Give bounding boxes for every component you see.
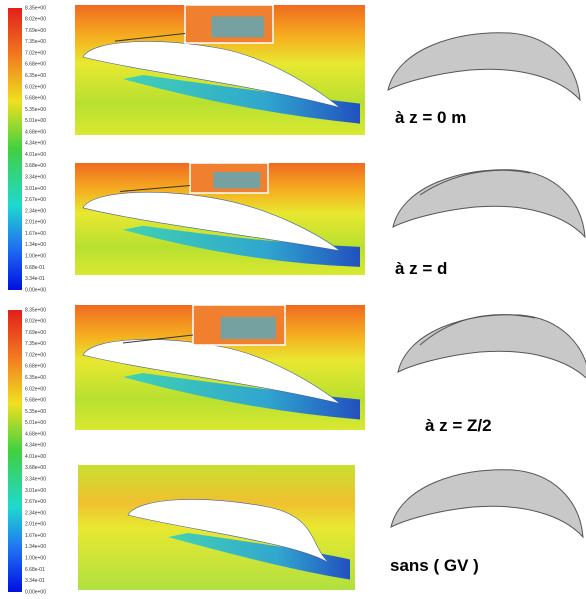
colorbar-label: 3.34e+00 — [25, 477, 46, 483]
wake — [168, 533, 350, 580]
contour-panel — [75, 162, 365, 275]
inset-detail — [213, 172, 261, 189]
airfoil-shape — [397, 314, 586, 379]
vane — [419, 169, 531, 196]
inset-detail — [220, 317, 276, 339]
airfoil-3d — [392, 169, 586, 239]
contour-panel — [78, 465, 355, 590]
airfoil-3d — [397, 314, 586, 379]
airfoil-3d — [387, 32, 581, 102]
guide-vane — [119, 185, 191, 192]
colorbar-label: 3.01e+00 — [25, 186, 46, 192]
case-label: sans ( GV ) — [390, 556, 479, 575]
colorbar-label: 2.67e+00 — [25, 499, 46, 505]
colorbar-label: 6.68e-01 — [25, 265, 45, 271]
colorbar-label: 7.35e+00 — [25, 39, 46, 45]
colorbar-label: 6.35e+00 — [25, 73, 46, 79]
airfoil-shape — [387, 32, 581, 102]
colorbar-label: 6.68e+00 — [25, 364, 46, 370]
colorbar-label: 2.34e+00 — [25, 510, 46, 516]
guide-vane — [122, 334, 194, 344]
colorbar — [8, 8, 22, 290]
colorbar-label: 4.01e+00 — [25, 454, 46, 460]
colorbar-label: 7.35e+00 — [25, 341, 46, 347]
colorbar-label: 1.00e+00 — [25, 555, 46, 561]
colorbar-label: 5.68e+00 — [25, 96, 46, 102]
colorbar-label: 0.00e+00 — [25, 287, 46, 293]
colorbar-label: 4.01e+00 — [25, 152, 46, 158]
case-label: à z = d — [395, 259, 447, 278]
colorbar — [8, 310, 22, 592]
airfoil-shape — [390, 469, 584, 539]
colorbar-label: 3.34e-01 — [25, 578, 45, 584]
colorbar-label: 7.02e+00 — [25, 352, 46, 358]
colorbar-label: 4.68e+00 — [25, 431, 46, 437]
colorbar-label: 7.69e+00 — [25, 28, 46, 34]
inset-detail — [211, 16, 265, 38]
colorbar-label: 1.00e+00 — [25, 253, 46, 259]
case-label: à z = Z/2 — [425, 416, 492, 435]
wake — [123, 75, 360, 124]
colorbar-label: 6.35e+00 — [25, 375, 46, 381]
colorbar-label: 3.01e+00 — [25, 488, 46, 494]
airfoil-section — [82, 339, 341, 404]
airfoil-section — [82, 191, 341, 252]
colorbar-label: 4.68e+00 — [25, 129, 46, 135]
colorbar-label: 2.67e+00 — [25, 197, 46, 203]
colorbar-label: 7.69e+00 — [25, 330, 46, 336]
airfoil-shape — [392, 169, 586, 239]
colorbar-label: 2.01e+00 — [25, 220, 46, 226]
airfoil-section — [82, 41, 341, 108]
colorbar-label: 1.34e+00 — [25, 544, 46, 550]
colorbar-label: 3.68e+00 — [25, 465, 46, 471]
contour-panel — [75, 4, 365, 135]
vane — [419, 314, 536, 346]
colorbar-label: 4.34e+00 — [25, 141, 46, 147]
guide-vane — [114, 33, 186, 42]
colorbar-label: 5.35e+00 — [25, 107, 46, 113]
colorbar-label: 5.35e+00 — [25, 409, 46, 415]
colorbar-label: 0.00e+00 — [25, 589, 46, 595]
colorbar-label: 7.02e+00 — [25, 50, 46, 56]
colorbar-label: 6.02e+00 — [25, 386, 46, 392]
wake — [123, 225, 360, 267]
colorbar-label: 8.35e+00 — [25, 307, 46, 313]
case-label: à z = 0 m — [395, 108, 466, 127]
colorbar-label: 2.34e+00 — [25, 208, 46, 214]
contour-panel — [75, 304, 365, 430]
colorbar-label: 1.67e+00 — [25, 231, 46, 237]
colorbar-label: 8.02e+00 — [25, 17, 46, 23]
colorbar-label: 6.68e-01 — [25, 567, 45, 573]
colorbar-label: 1.67e+00 — [25, 533, 46, 539]
colorbar-label: 5.01e+00 — [25, 118, 46, 124]
airfoil-3d — [390, 469, 584, 539]
colorbar-label: 4.34e+00 — [25, 443, 46, 449]
colorbar-label: 3.68e+00 — [25, 163, 46, 169]
colorbar-label: 6.02e+00 — [25, 84, 46, 90]
colorbar-label: 2.01e+00 — [25, 522, 46, 528]
colorbar-label: 5.68e+00 — [25, 398, 46, 404]
colorbar-label: 3.34e+00 — [25, 175, 46, 181]
wake — [123, 373, 360, 420]
colorbar-label: 3.34e-01 — [25, 276, 45, 282]
airfoil-section — [127, 499, 331, 564]
colorbar-label: 8.35e+00 — [25, 5, 46, 11]
colorbar-label: 5.01e+00 — [25, 420, 46, 426]
colorbar-label: 1.34e+00 — [25, 242, 46, 248]
colorbar-label: 6.68e+00 — [25, 62, 46, 68]
colorbar-label: 8.02e+00 — [25, 319, 46, 325]
